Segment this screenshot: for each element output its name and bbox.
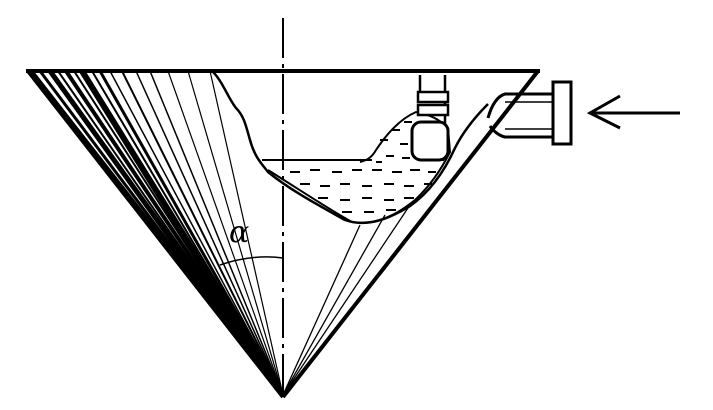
inner-surface-lines [282,204,411,396]
cone-shading [27,69,286,397]
liquid-dashes [290,121,444,213]
angle-arc [219,256,284,266]
cutaway-boundary [211,70,489,225]
angle-label: α [229,215,249,250]
liquid-body [267,110,452,224]
inlet-pipe [486,80,573,146]
inner-nozzle [410,75,450,162]
inflow-arrow-icon [586,94,680,130]
cone-outline [26,69,540,399]
